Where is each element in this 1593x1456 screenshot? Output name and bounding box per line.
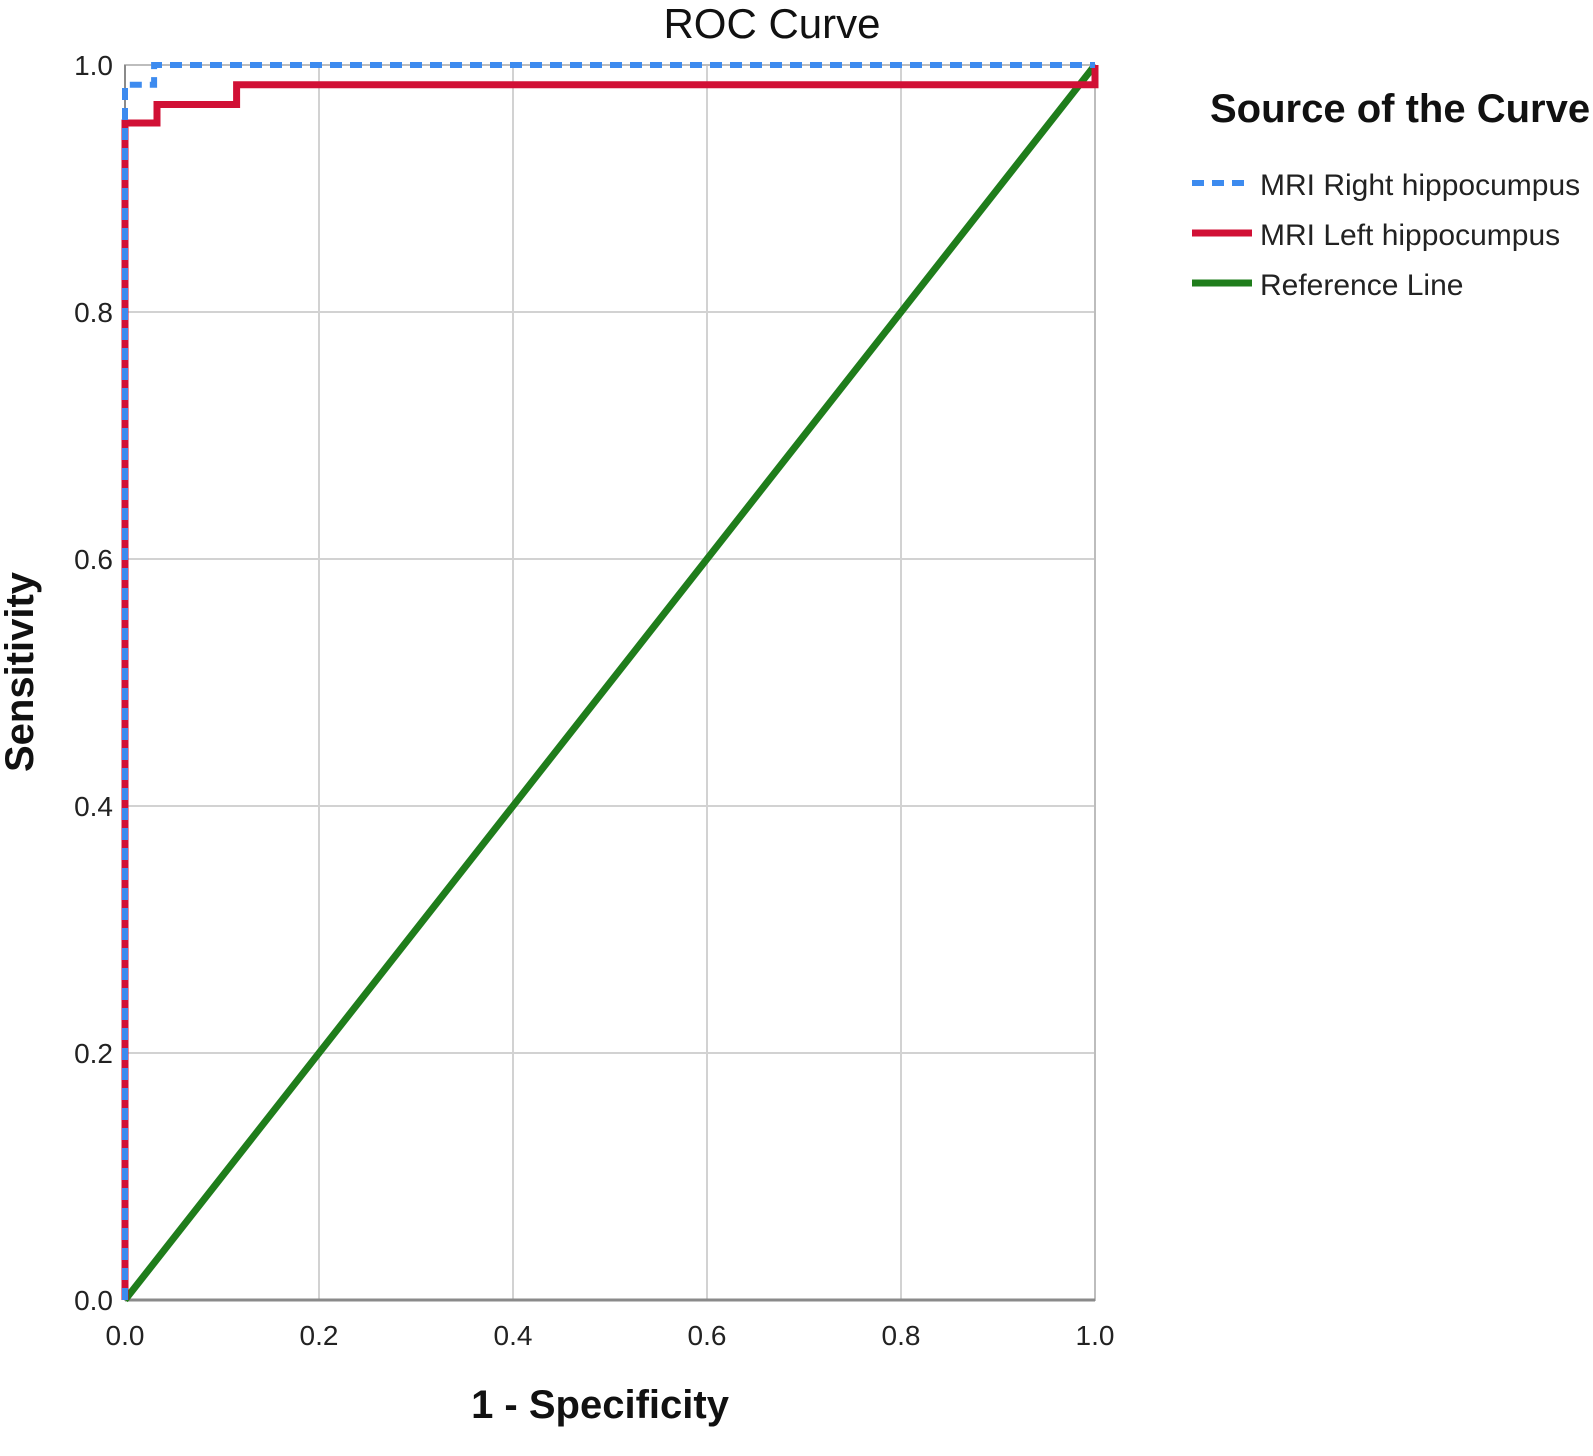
y-tick-label: 0.0 bbox=[74, 1285, 113, 1316]
series-line-2 bbox=[122, 62, 1098, 1303]
y-tick-label: 1.0 bbox=[74, 50, 113, 81]
series-line-1 bbox=[121, 65, 1099, 1300]
y-tick-label: 0.8 bbox=[74, 297, 113, 328]
x-tick-label: 1.0 bbox=[1076, 1320, 1115, 1351]
grid bbox=[124, 64, 1096, 1301]
y-axis-title: Sensitivity bbox=[0, 571, 42, 772]
legend-items: MRI Right hippocumpus MRI Left hippocumpu… bbox=[1192, 169, 1580, 302]
legend-label-1: MRI Left hippocumpus bbox=[1260, 219, 1560, 252]
x-tick-label: 0.8 bbox=[882, 1320, 921, 1351]
chart-title: ROC Curve bbox=[663, 0, 880, 47]
y-tick-labels: 0.0 0.2 0.4 0.6 0.8 1.0 bbox=[74, 50, 113, 1316]
x-tick-labels: 0.0 0.2 0.4 0.6 0.8 1.0 bbox=[106, 1320, 1115, 1351]
legend-label-2: Reference Line bbox=[1260, 269, 1463, 302]
x-tick-label: 0.0 bbox=[106, 1320, 145, 1351]
legend: Source of the Curve MRI Right hippocumpu… bbox=[1192, 87, 1590, 302]
legend-label-0: MRI Right hippocumpus bbox=[1260, 169, 1580, 202]
x-tick-label: 0.2 bbox=[300, 1320, 339, 1351]
series-line-0 bbox=[122, 62, 1095, 1300]
series bbox=[121, 62, 1099, 1303]
y-tick-label: 0.2 bbox=[74, 1038, 113, 1069]
y-tick-label: 0.4 bbox=[74, 791, 113, 822]
x-tick-label: 0.4 bbox=[494, 1320, 533, 1351]
x-axis-title: 1 - Specificity bbox=[471, 1383, 730, 1427]
y-tick-label: 0.6 bbox=[74, 544, 113, 575]
x-tick-label: 0.6 bbox=[688, 1320, 727, 1351]
legend-title: Source of the Curve bbox=[1210, 87, 1590, 131]
